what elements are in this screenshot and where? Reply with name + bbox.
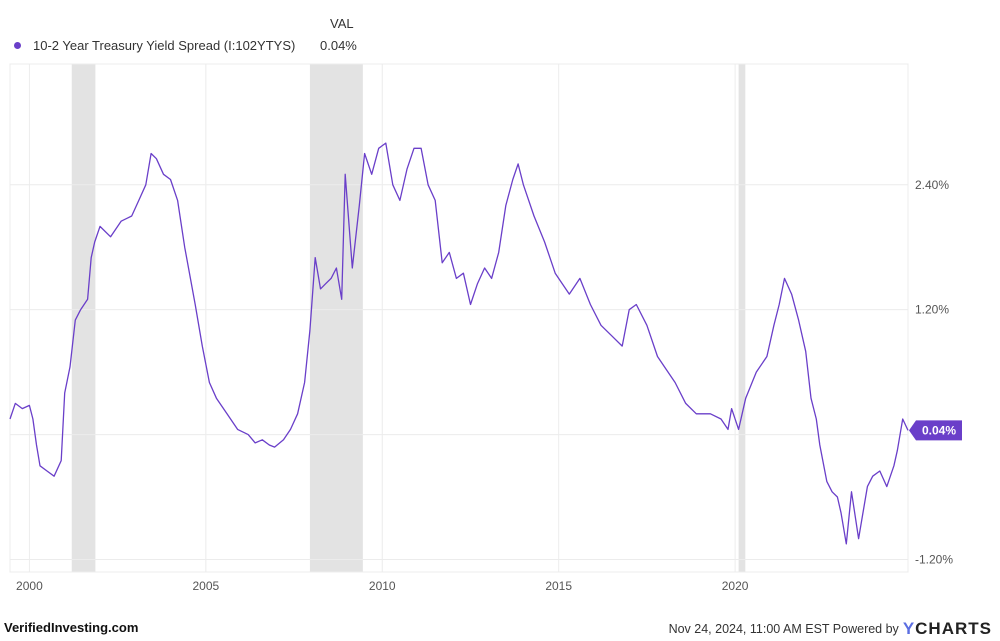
legend-series-row[interactable]: 10-2 Year Treasury Yield Spread (I:102YT… xyxy=(14,38,357,53)
plot-frame xyxy=(9,63,909,573)
footer-credits: Nov 24, 2024, 11:00 AM EST Powered by YC… xyxy=(669,619,992,639)
y-axis: -1.20% 1.20% 2.40% xyxy=(915,178,953,567)
footer-timestamp: Nov 24, 2024, 11:00 AM EST Powered by xyxy=(668,622,899,636)
last-value-label: 0.04% xyxy=(922,423,956,437)
recession-band xyxy=(309,64,363,572)
x-tick-label: 2010 xyxy=(369,579,396,593)
legend-val-header: VAL xyxy=(330,16,354,31)
last-value-marker xyxy=(909,420,962,441)
y-tick-label: 2.40% xyxy=(915,178,949,192)
grid-lines xyxy=(9,63,909,573)
recession-band xyxy=(71,64,96,572)
x-tick-label: 2005 xyxy=(192,579,219,593)
legend-series-name: 10-2 Year Treasury Yield Spread (I:102YT… xyxy=(33,38,296,53)
y-tick-label: -1.20% xyxy=(915,553,953,567)
series-layer xyxy=(9,142,909,545)
x-axis: 2000 2005 2010 2015 2020 xyxy=(16,579,749,593)
y-tick-label: 1.20% xyxy=(915,303,949,317)
x-tick-label: 2000 xyxy=(16,579,43,593)
x-tick-label: 2020 xyxy=(722,579,749,593)
legend-series-value: 0.04% xyxy=(320,38,357,53)
recession-bands xyxy=(71,64,746,572)
series-line xyxy=(9,142,909,545)
ycharts-logo[interactable]: YCHARTS xyxy=(902,619,992,638)
last-value-marker-group: 0.04% xyxy=(909,420,962,441)
x-tick-label: 2015 xyxy=(545,579,572,593)
site-watermark: VerifiedInvesting.com xyxy=(4,620,139,635)
series-dot-icon xyxy=(14,42,21,49)
recession-band xyxy=(738,64,746,572)
